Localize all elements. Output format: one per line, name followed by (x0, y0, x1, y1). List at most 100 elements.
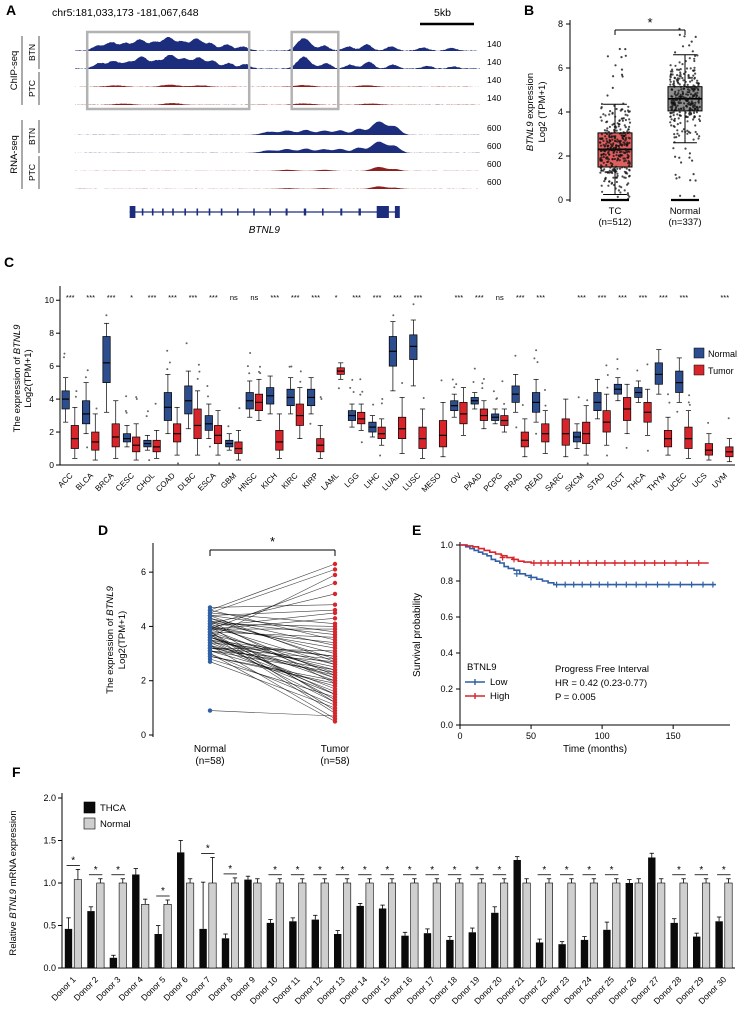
svg-text:(n=58): (n=58) (195, 756, 224, 767)
svg-text:The expression of BTNL9: The expression of BTNL9 (12, 324, 23, 432)
svg-text:High: High (490, 691, 510, 702)
svg-text:***: *** (189, 293, 198, 302)
expression-boxplot-chart: 0 2 4 6 8 BTNL9 expression Log2 (TPM+1) TC(n=51… (525, 15, 703, 228)
svg-text:600: 600 (487, 159, 501, 169)
pancancer-boxplot-chart: 0 2 4 6 8 10 The expression of BTNL9Log2(TPM+1… (12, 286, 737, 494)
svg-text:(n=512): (n=512) (598, 217, 631, 228)
svg-text:*: * (385, 865, 389, 876)
svg-text:***: *** (209, 293, 218, 302)
svg-text:(n=58): (n=58) (320, 756, 349, 767)
svg-text:*: * (542, 865, 546, 876)
svg-text:0.4: 0.4 (440, 648, 453, 658)
svg-text:***: *** (66, 293, 75, 302)
svg-text:Survival probability: Survival probability (412, 593, 423, 677)
svg-text:140: 140 (487, 75, 501, 85)
svg-text:***: *** (311, 293, 320, 302)
svg-text:ESCA: ESCA (196, 471, 218, 493)
svg-text:***: *** (598, 293, 607, 302)
svg-text:0: 0 (141, 730, 146, 740)
svg-text:PTC: PTC (27, 164, 37, 181)
genome-tracks-chart: 140 140 140 140 600 600 600 600 chr5:181,033,173… (9, 7, 501, 236)
svg-text:***: *** (393, 293, 402, 302)
panel-label-d: D (98, 522, 109, 538)
svg-text:6: 6 (558, 63, 563, 73)
svg-text:4: 4 (49, 394, 54, 404)
svg-text:*: * (677, 865, 681, 876)
svg-text:PCPG: PCPG (482, 471, 504, 493)
svg-text:chr5:181,033,173 -181,067,648: chr5:181,033,173 -181,067,648 (52, 7, 199, 19)
svg-text:THCA: THCA (100, 803, 127, 814)
svg-text:***: *** (86, 293, 95, 302)
svg-text:***: *** (639, 293, 648, 302)
svg-text:BTN: BTN (27, 44, 37, 61)
panel-e-survival-plot: 0.0 0.2 0.4 0.6 0.8 1.0 0 50 100 150 BTNL9 Low High P… (405, 520, 744, 768)
svg-text:*: * (699, 865, 703, 876)
svg-text:THCA: THCA (626, 471, 648, 493)
panel-c-pancancer-boxplot: 0 2 4 6 8 10 The expression of BTNL9 Log2(TPM+1… (0, 250, 744, 520)
svg-text:8: 8 (558, 19, 563, 29)
svg-text:ChIP-seq: ChIP-seq (9, 51, 20, 91)
svg-text:*: * (116, 865, 120, 876)
svg-text:*: * (296, 865, 300, 876)
svg-text:*: * (130, 293, 133, 302)
svg-text:PTC: PTC (27, 80, 37, 97)
svg-text:5kb: 5kb (434, 7, 451, 19)
svg-text:Log2 (TPM+1): Log2 (TPM+1) (537, 82, 548, 143)
svg-text:150: 150 (666, 731, 681, 741)
svg-text:2: 2 (49, 427, 54, 437)
svg-text:***: *** (516, 293, 525, 302)
svg-text:*: * (475, 865, 479, 876)
svg-text:1.5: 1.5 (43, 836, 56, 846)
svg-text:***: *** (454, 293, 463, 302)
svg-text:UVM: UVM (710, 471, 729, 490)
svg-text:MESO: MESO (420, 471, 443, 494)
svg-text:Tumor: Tumor (321, 744, 350, 755)
svg-text:1.0: 1.0 (440, 540, 453, 550)
svg-text:Relative BTNL9 mRNA expression: Relative BTNL9 mRNA expression (8, 810, 19, 955)
svg-text:*: * (453, 865, 457, 876)
svg-text:Normal: Normal (670, 206, 701, 217)
svg-text:Normal: Normal (708, 349, 737, 359)
svg-text:***: *** (352, 293, 361, 302)
panel-label-b: B (524, 2, 535, 18)
svg-text:0: 0 (457, 731, 462, 741)
svg-text:*: * (228, 864, 232, 875)
svg-text:COAD: COAD (154, 471, 177, 494)
svg-text:*: * (318, 865, 322, 876)
svg-text:100: 100 (595, 731, 610, 741)
svg-text:*: * (497, 865, 501, 876)
panel-b-expression-boxplot: 0 2 4 6 8 BTNL9 expression Log2 (TPM+1) TC (n=51… (520, 0, 744, 250)
svg-text:4: 4 (141, 621, 146, 631)
svg-text:KIRP: KIRP (301, 471, 321, 491)
svg-text:*: * (647, 15, 652, 30)
svg-text:BTNL9: BTNL9 (467, 662, 497, 673)
svg-text:0.0: 0.0 (440, 720, 453, 730)
svg-text:SARC: SARC (543, 471, 565, 493)
svg-text:***: *** (148, 293, 157, 302)
svg-text:6: 6 (141, 567, 146, 577)
svg-text:***: *** (291, 293, 300, 302)
svg-text:*: * (408, 865, 412, 876)
svg-text:600: 600 (487, 141, 501, 151)
svg-text:2: 2 (558, 151, 563, 161)
svg-text:***: *** (679, 293, 688, 302)
svg-text:140: 140 (487, 93, 501, 103)
svg-text:BTNL9: BTNL9 (249, 225, 281, 236)
svg-text:LIHC: LIHC (362, 471, 381, 490)
svg-text:***: *** (414, 293, 423, 302)
svg-text:Time (months): Time (months) (563, 744, 627, 755)
svg-text:*: * (94, 865, 98, 876)
svg-text:HR = 0.42 (0.23-0.77): HR = 0.42 (0.23-0.77) (555, 678, 647, 689)
svg-text:2.0: 2.0 (43, 793, 56, 803)
svg-text:600: 600 (487, 177, 501, 187)
svg-text:***: *** (373, 293, 382, 302)
svg-text:Tumor: Tumor (708, 366, 734, 376)
svg-text:PAAD: PAAD (462, 471, 484, 493)
svg-text:*: * (161, 886, 165, 897)
svg-text:Log2(TPM+1): Log2(TPM+1) (117, 611, 128, 669)
svg-text:***: *** (659, 293, 668, 302)
svg-text:0: 0 (49, 460, 54, 470)
svg-text:*: * (340, 865, 344, 876)
